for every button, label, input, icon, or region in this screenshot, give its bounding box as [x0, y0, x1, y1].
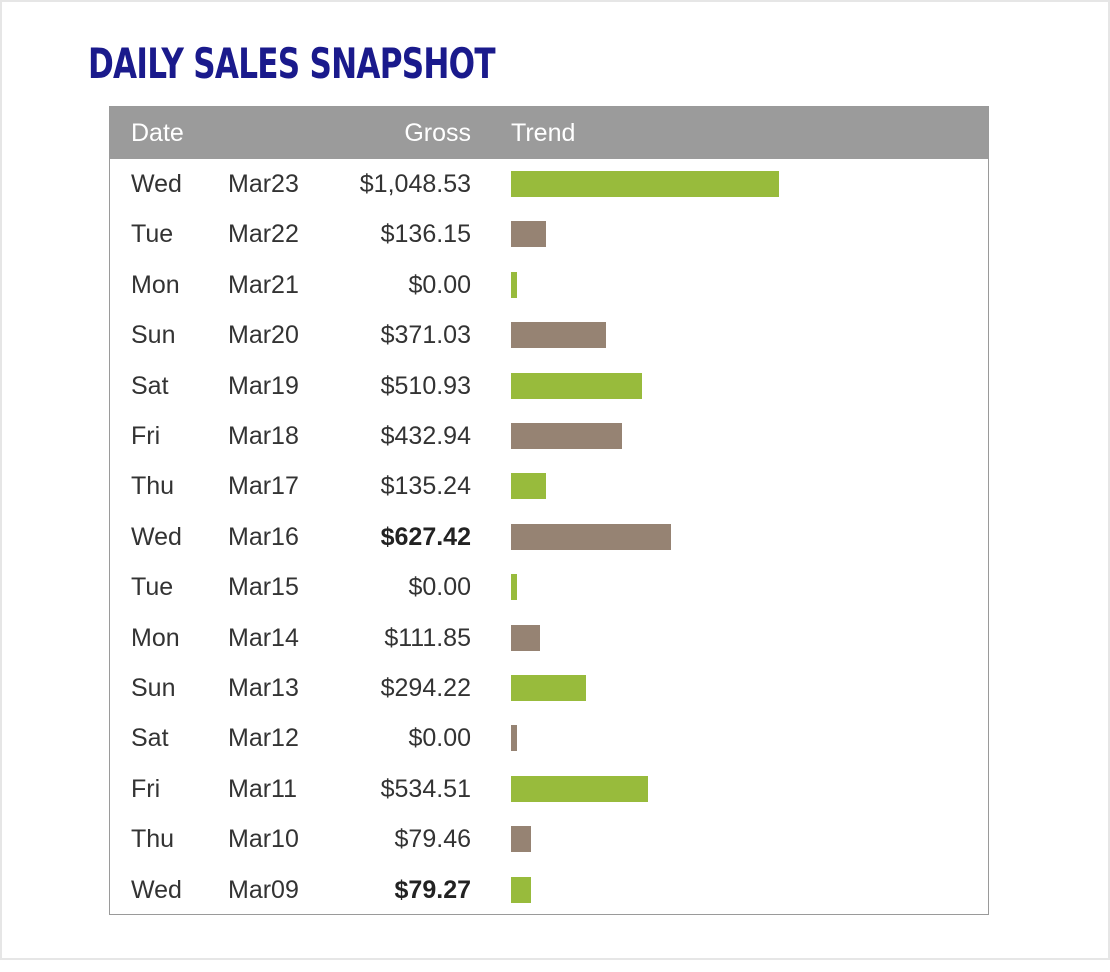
row-day: Sat: [131, 371, 169, 400]
table-row: Wed Mar16 $627.42: [110, 512, 988, 562]
row-day: Fri: [131, 422, 161, 450]
table-row: Thu Mar10 $79.46: [110, 814, 988, 864]
row-gross: $79.46: [394, 825, 471, 854]
table-row: Mon Mar14 $111.85: [110, 613, 988, 663]
header-date: Date: [131, 119, 184, 147]
table-row: Mon Mar21 $0.00: [110, 260, 988, 310]
table-row: Fri Mar18 $432.94: [110, 411, 988, 461]
row-gross: $294.22: [380, 674, 471, 702]
row-gross: $432.94: [380, 422, 471, 450]
trend-bar: [511, 624, 540, 651]
sales-table: Date Gross Trend Wed Mar23 $1,048.53 Tue Mar…: [109, 106, 989, 915]
table-row: Wed Mar09 $79.27: [110, 865, 988, 915]
row-date: Mar10: [228, 825, 299, 854]
trend-bar: [511, 221, 546, 248]
table-row: Thu Mar17 $135.24: [110, 461, 988, 511]
table-row: Tue Mar22 $136.15: [110, 209, 988, 259]
row-date: Mar12: [228, 724, 299, 753]
row-day: Mon: [131, 623, 180, 652]
row-date: Mar23: [228, 170, 299, 198]
trend-bar: [511, 171, 779, 197]
row-gross: $135.24: [380, 472, 471, 501]
row-gross: $0.00: [408, 724, 471, 753]
header-trend: Trend: [511, 119, 576, 147]
row-date: Mar22: [228, 220, 299, 249]
row-gross: $534.51: [380, 774, 471, 803]
row-date: Mar15: [228, 573, 299, 602]
table-row: Sat Mar19 $510.93: [110, 361, 988, 411]
table-row: Sun Mar20 $371.03: [110, 310, 988, 360]
table-row: Sun Mar13 $294.22: [110, 663, 988, 713]
table-row: Wed Mar23 $1,048.53: [110, 159, 988, 209]
row-day: Thu: [131, 472, 175, 501]
row-date: Mar18: [228, 422, 299, 450]
row-gross: $0.00: [408, 573, 471, 602]
trend-bar: [511, 473, 546, 500]
row-gross: $371.03: [380, 321, 471, 350]
row-day: Tue: [131, 573, 174, 602]
row-day: Tue: [131, 220, 174, 249]
row-day: Wed: [131, 875, 182, 904]
trend-bar: [511, 271, 517, 298]
trend-bar: [511, 775, 648, 802]
row-date: Mar21: [228, 270, 299, 299]
row-date: Mar19: [228, 371, 299, 400]
row-gross: $510.93: [380, 371, 471, 400]
row-day: Fri: [131, 774, 161, 803]
table-row: Sat Mar12 $0.00: [110, 713, 988, 763]
row-day: Mon: [131, 270, 180, 299]
trend-bar: [511, 826, 532, 853]
row-day: Sun: [131, 321, 176, 350]
trend-bar: [511, 372, 642, 399]
trend-bar: [511, 423, 622, 449]
row-day: Sun: [131, 674, 176, 702]
row-date: Mar16: [228, 522, 299, 551]
trend-bar: [511, 876, 532, 903]
row-date: Mar17: [228, 472, 299, 501]
trend-bar: [511, 675, 587, 701]
table-row: Tue Mar15 $0.00: [110, 562, 988, 612]
table-header: Date Gross Trend: [110, 107, 988, 159]
trend-bar: [511, 725, 517, 752]
row-date: Mar20: [228, 321, 299, 350]
row-day: Wed: [131, 522, 182, 551]
row-gross: $0.00: [408, 270, 471, 299]
row-date: Mar09: [228, 875, 299, 904]
row-day: Wed: [131, 170, 182, 198]
row-date: Mar11: [228, 774, 298, 803]
row-date: Mar13: [228, 674, 299, 702]
row-gross: $1,048.53: [359, 170, 471, 198]
trend-bar: [511, 574, 517, 601]
row-day: Sat: [131, 724, 169, 753]
row-gross: $627.42: [380, 522, 471, 551]
row-day: Thu: [131, 825, 175, 854]
row-gross: $111.85: [384, 623, 471, 652]
row-date: Mar14: [228, 623, 299, 652]
trend-bar: [511, 523, 672, 550]
header-gross: Gross: [404, 119, 471, 147]
table-row: Fri Mar11 $534.51: [110, 764, 988, 814]
row-gross: $136.15: [380, 220, 471, 249]
trend-bar: [511, 322, 606, 349]
page-title: DAILY SALES SNAPSHOT: [88, 39, 496, 88]
row-gross: $79.27: [394, 875, 471, 904]
